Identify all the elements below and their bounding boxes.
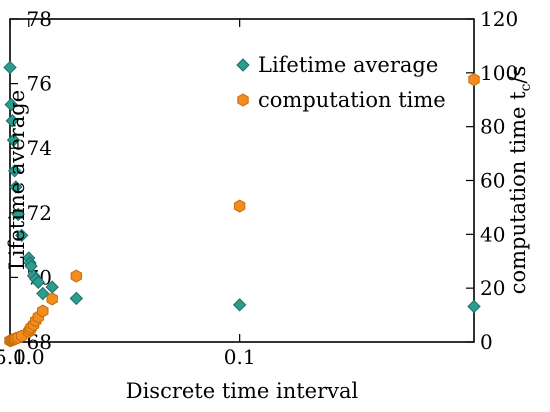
left-y-tick-label: 76 [27,72,52,96]
right-y-tick-label: 0 [480,330,493,354]
legend-symbol-diamond [236,58,250,72]
legend-label-lifetime-average: Lifetime average [258,53,438,77]
right-y-tick-label: 120 [480,7,518,31]
legend-entry-lifetime-average: Lifetime average [236,53,438,77]
data-point-lifetime-average [14,228,29,243]
data-point-lifetime-average [36,286,50,301]
data-point-computation-time [46,292,58,306]
x-tick-label: 0.1 [224,345,256,369]
legend-marker-diamond [236,58,250,72]
data-point-computation-time [70,269,83,283]
data-point-lifetime-average [11,207,25,222]
data-point-lifetime-average [7,164,22,178]
left-y-tick-label: 74 [27,136,52,160]
right-y-axis-title-unit: /s [506,66,530,84]
data-point-lifetime-average [4,97,18,112]
series-layer [3,60,481,348]
x-tick-label: 1.0 [13,345,45,369]
right-y-axis: 0 20 40 60 80 100 120 [466,7,518,354]
data-point-lifetime-average [3,60,17,75]
left-y-tick-label: 72 [27,201,52,225]
data-point-computation-time [37,304,49,318]
legend-label-computation-time: computation time [258,88,446,112]
data-point-computation-time [468,72,480,87]
right-y-axis-title-sub: c [518,83,534,91]
legend-marker-hexagon [237,93,249,107]
right-y-axis-title-main: computation time t [506,91,530,294]
x-tick-label: 5.0 [0,345,26,369]
x-axis: 5.01.0 0.1 [0,19,256,369]
left-y-axis-title: Lifetime average [5,90,29,270]
right-y-tick-label: 40 [480,222,505,246]
data-point-lifetime-average [467,299,481,314]
series-computation-time [4,72,480,348]
right-y-tick-label: 20 [480,276,505,300]
x-axis-title: Discrete time interval [126,379,359,403]
data-point-computation-time [233,199,246,213]
data-point-lifetime-average [69,291,84,306]
data-point-lifetime-average [232,298,247,312]
legend-entry-computation-time: computation time [237,88,446,112]
right-y-axis-title: computation time tc/s [506,66,534,295]
right-y-tick-label: 100 [480,61,518,85]
legend: Lifetime average computation time [236,53,446,112]
legend-symbol-hexagon [237,93,249,107]
data-point-lifetime-average [5,114,20,128]
left-y-tick-label: 78 [27,7,52,31]
data-point-lifetime-average [6,133,21,147]
right-y-tick-label: 80 [480,115,505,139]
right-y-tick-label: 60 [480,169,505,193]
series-lifetime-average [3,60,481,314]
data-point-lifetime-average [31,275,46,289]
data-point-lifetime-average [9,180,23,194]
